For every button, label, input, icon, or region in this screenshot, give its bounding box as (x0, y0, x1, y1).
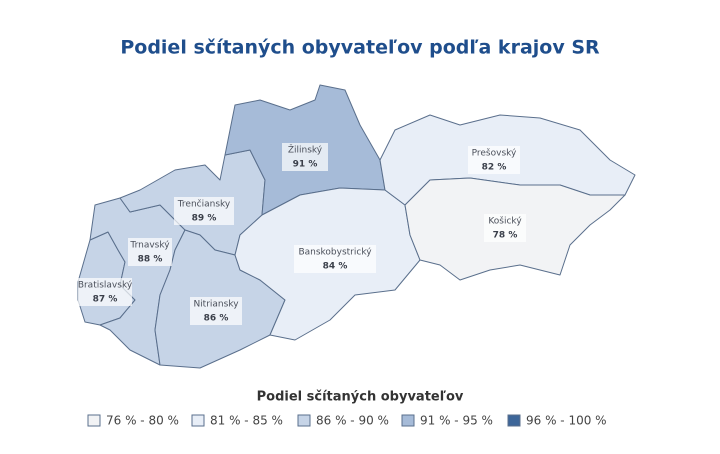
map (77, 84, 636, 369)
region-name: Žilinský (288, 144, 323, 156)
label-box (282, 143, 328, 171)
label-box (484, 214, 526, 242)
label-box (78, 278, 132, 306)
region-value: 82 % (482, 163, 507, 173)
region-value: 84 % (323, 262, 348, 272)
region-value: 89 % (192, 214, 217, 224)
region-value: 86 % (204, 314, 229, 324)
label-box (468, 146, 520, 174)
region-value: 78 % (493, 231, 518, 241)
legend-label: 86 % - 90 % (316, 414, 389, 428)
title: Podiel sčítaných obyvateľov podľa krajov… (120, 37, 600, 59)
region-name: Trnavský (129, 241, 170, 251)
region-name: Bratislavský (78, 281, 133, 291)
legend-label: 96 % - 100 % (526, 414, 607, 428)
region-name: Trenčiansky (177, 199, 231, 210)
region-value: 88 % (138, 255, 163, 265)
legend-label: 91 % - 95 % (420, 414, 493, 428)
legend-swatch (191, 414, 205, 427)
region-name: Banskobystrický (298, 248, 372, 258)
legend-title: Podiel sčítaných obyvateľov (257, 390, 464, 405)
label-box (190, 297, 242, 325)
legend-label: 76 % - 80 % (106, 414, 179, 428)
label-box (174, 197, 234, 225)
legend-swatch (507, 414, 521, 427)
region-name: Nitriansky (193, 300, 239, 310)
legend-swatch (297, 414, 311, 427)
label-box (294, 245, 376, 273)
label-box (128, 238, 172, 266)
region-value: 91 % (293, 160, 318, 170)
region-labels: Bratislavský 87 % Trnavský 88 % Trenčian… (78, 143, 526, 325)
region-value: 87 % (93, 295, 118, 305)
legend-label: 81 % - 85 % (210, 414, 283, 428)
legend-swatch (87, 414, 101, 427)
region-name: Košický (488, 216, 522, 227)
region-name: Prešovský (472, 148, 517, 159)
legend: 76 % - 80 % 81 % - 85 % 86 % - 90 % 91 % - … (87, 414, 607, 428)
legend-swatch (401, 414, 415, 427)
